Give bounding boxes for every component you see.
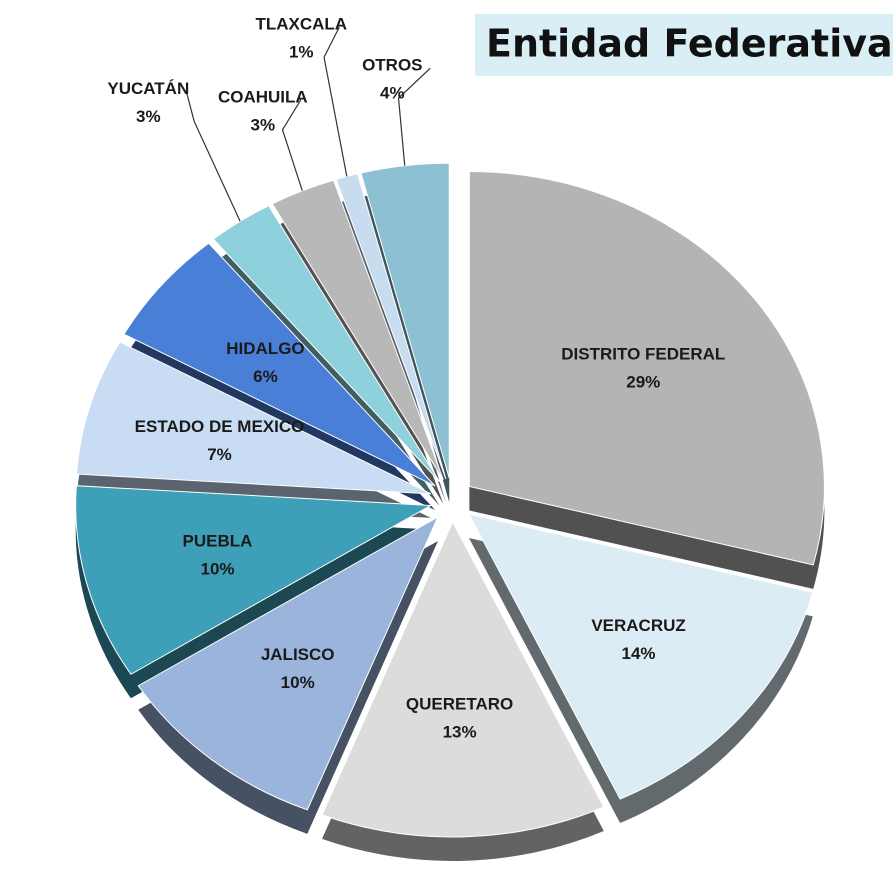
slice-value-label: 14% bbox=[622, 644, 656, 663]
slice bbox=[321, 520, 605, 838]
slice-value-label: 6% bbox=[253, 367, 278, 386]
slice-label: OTROS bbox=[362, 56, 422, 75]
slice-value-label: 29% bbox=[626, 372, 660, 391]
slice-label: COAHUILA bbox=[218, 87, 308, 106]
slice bbox=[123, 242, 436, 487]
slice-value-label: 4% bbox=[380, 84, 405, 103]
slice-label: TLAXCALA bbox=[255, 15, 347, 34]
slice-value-label: 10% bbox=[200, 560, 234, 579]
slice bbox=[468, 171, 825, 566]
slice-label: HIDALGO bbox=[226, 339, 304, 358]
pie-slices bbox=[75, 162, 825, 838]
slice bbox=[75, 485, 433, 675]
pie-labels: DISTRITO FEDERAL 29% VERACRUZ 14% QUERETARO 1… bbox=[107, 15, 725, 742]
leader-line bbox=[397, 67, 431, 166]
slice-label: YUCATÁN bbox=[107, 79, 189, 98]
leader-line bbox=[323, 26, 348, 177]
slice-label: ESTADO DE MEXICO bbox=[135, 417, 305, 436]
slice bbox=[467, 513, 814, 800]
slice-value-label: 13% bbox=[443, 723, 477, 742]
slice bbox=[335, 173, 447, 480]
slice-label: QUERETARO bbox=[406, 695, 513, 714]
slice-label: DISTRITO FEDERAL bbox=[561, 344, 725, 363]
slice-value-label: 10% bbox=[281, 673, 315, 692]
slice-label: VERACRUZ bbox=[591, 616, 685, 635]
slice-label: JALISCO bbox=[261, 645, 335, 664]
leader-line bbox=[185, 91, 241, 222]
chart-title: Entidad Federativa bbox=[486, 22, 893, 66]
slice bbox=[271, 179, 444, 481]
slice-value-label: 3% bbox=[251, 115, 276, 134]
slice bbox=[137, 515, 440, 811]
leader-line bbox=[281, 99, 303, 191]
slice-value-label: 7% bbox=[207, 445, 232, 464]
slice bbox=[76, 341, 432, 495]
slice bbox=[212, 205, 441, 483]
title-box bbox=[475, 14, 893, 76]
slice-label: PUEBLA bbox=[183, 532, 253, 551]
slice-value-label: 3% bbox=[136, 107, 161, 126]
slice-value-label: 1% bbox=[289, 43, 314, 62]
